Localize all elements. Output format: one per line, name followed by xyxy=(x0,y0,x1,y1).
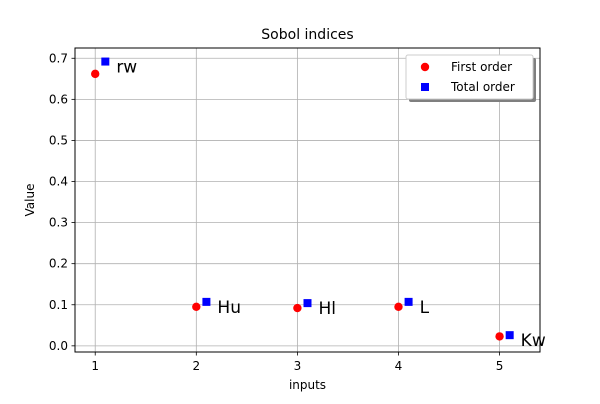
x-tick-label: 2 xyxy=(192,359,200,373)
total-order-point xyxy=(303,299,312,308)
first-order-point xyxy=(91,69,100,79)
legend-box xyxy=(405,54,534,100)
point-label: rw xyxy=(116,58,137,78)
y-tick-label: 0.0 xyxy=(49,339,68,353)
point-label: L xyxy=(420,298,430,318)
y-tick-label: 0.7 xyxy=(49,51,68,65)
y-tick-label: 0.2 xyxy=(49,257,68,271)
chart-title: Sobol indices xyxy=(261,27,353,43)
y-tick-label: 0.1 xyxy=(49,298,68,312)
x-axis-label: inputs xyxy=(289,378,326,392)
legend-total-order-marker xyxy=(421,83,429,91)
y-tick-label: 0.3 xyxy=(49,216,68,230)
y-axis-label: Value xyxy=(23,184,37,217)
legend-items: First order Total order xyxy=(420,60,515,94)
x-tick-label: 5 xyxy=(496,359,504,373)
y-tick-label: 0.4 xyxy=(49,175,68,189)
first-order-point xyxy=(495,332,504,341)
legend: First order Total order xyxy=(405,54,536,102)
grid-layer xyxy=(75,48,540,352)
total-order-point xyxy=(505,331,514,340)
tick-layer: 1 2 3 4 5 0.0 0.1 0.2 0.3 0.4 0.5 0.6 0.7 xyxy=(49,51,503,373)
first-order-point xyxy=(394,302,403,312)
x-tick-label: 4 xyxy=(395,359,403,373)
total-order-point xyxy=(101,57,110,66)
x-tick-label: 1 xyxy=(91,359,99,373)
total-order-point xyxy=(404,297,413,306)
legend-first-order-marker xyxy=(420,62,430,72)
y-tick-label: 0.5 xyxy=(49,133,68,147)
first-order-point xyxy=(192,302,201,312)
x-tick-label: 3 xyxy=(294,359,302,373)
y-tick-label: 0.6 xyxy=(49,92,68,106)
plot-frame xyxy=(74,47,541,353)
legend-label: Total order xyxy=(450,80,515,94)
point-label: Hl xyxy=(319,299,337,319)
point-label: Kw xyxy=(521,331,546,351)
point-label: Hu xyxy=(217,298,241,318)
legend-label: First order xyxy=(451,60,512,74)
first-order-point xyxy=(293,303,302,313)
total-order-point xyxy=(202,297,211,306)
